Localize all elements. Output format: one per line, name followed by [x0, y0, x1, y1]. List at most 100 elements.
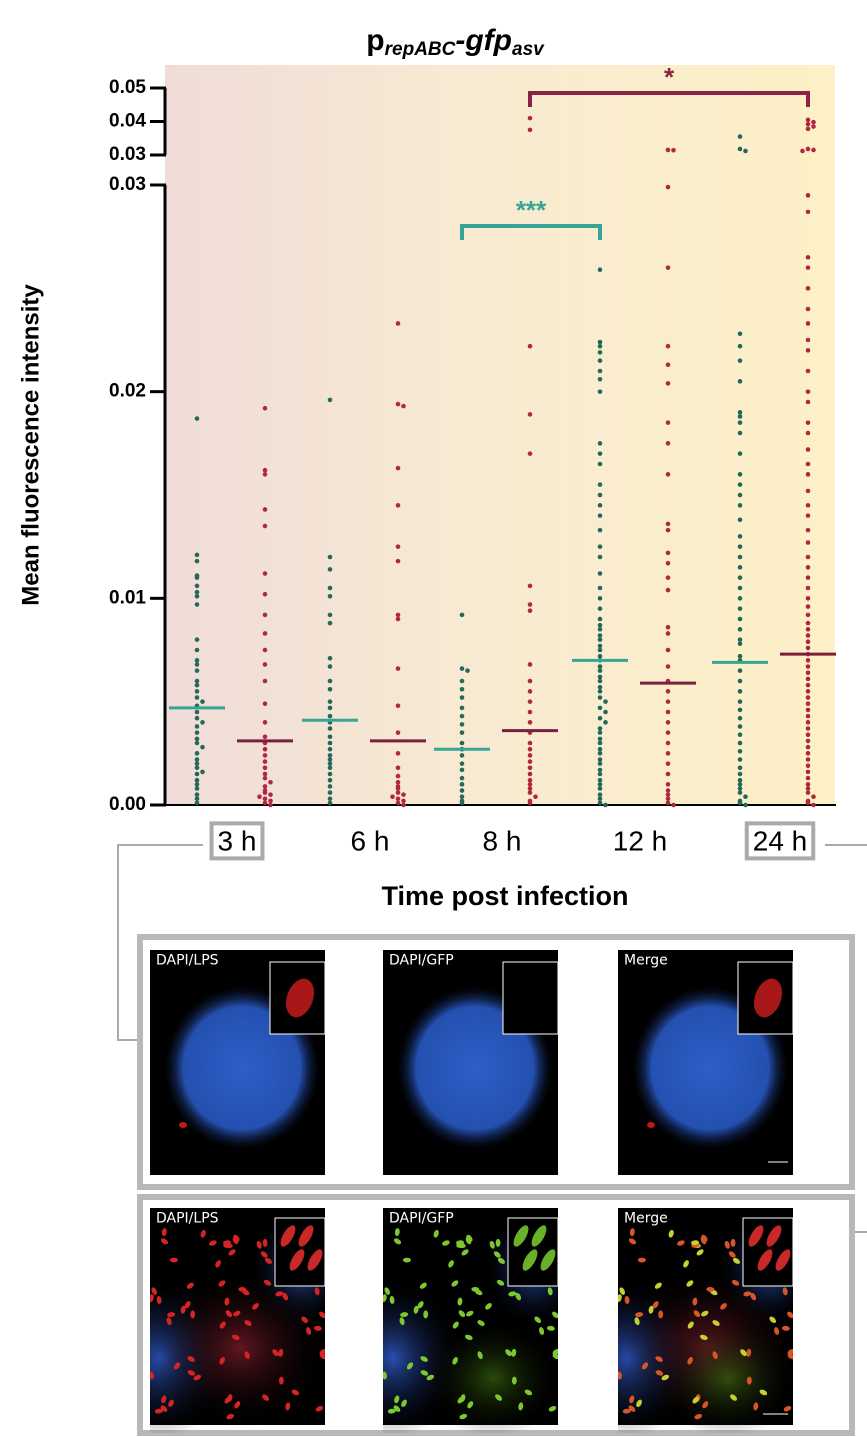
data-point: [327, 753, 333, 758]
data-point: [597, 705, 603, 711]
inset-bacterium: [531, 1225, 547, 1247]
bacterium: [180, 1305, 186, 1314]
data-point: [395, 765, 401, 771]
bacterium: [384, 1287, 390, 1295]
bacterium: [746, 1348, 752, 1357]
data-point: [194, 668, 200, 673]
bacterium: [686, 1280, 694, 1287]
data-point: [805, 306, 811, 312]
data-point: [527, 786, 533, 791]
data-point: [597, 796, 603, 802]
bacterium: [452, 1357, 458, 1365]
data-point: [805, 368, 811, 374]
data-point: [597, 622, 603, 628]
bacterium: [231, 1334, 240, 1341]
data-point: [527, 662, 533, 667]
data-point: [597, 368, 603, 374]
bacterium: [782, 1287, 788, 1296]
title-sub: repABC: [385, 39, 456, 60]
bacterium: [161, 1228, 167, 1237]
bacterium: [687, 1357, 693, 1365]
data-point: [737, 146, 743, 152]
microscopy-panels: DAPI/LPS DAPI/GFP Merge DAPI/LPS DAPI/GFP Mer…: [150, 950, 794, 1433]
bacterium: [774, 1327, 780, 1335]
data-point: [527, 765, 533, 771]
data-point: [194, 658, 200, 663]
data-point: [327, 740, 333, 746]
data-point: [805, 488, 811, 494]
data-point: [327, 765, 333, 771]
bacterium: [618, 1371, 622, 1380]
data-point: [459, 740, 465, 746]
bacterium: [471, 1286, 480, 1292]
bacterium: [306, 1327, 312, 1335]
bacterium: [787, 1353, 793, 1360]
data-point: [737, 715, 743, 721]
bacterium: [383, 1371, 387, 1380]
bacterium: [746, 1376, 752, 1385]
data-point: [262, 591, 268, 597]
data-point: [805, 596, 811, 601]
bacterium: [466, 1310, 474, 1317]
data-point: [597, 451, 603, 456]
data-point: [665, 664, 671, 669]
data-point: [597, 389, 603, 394]
data-point: [395, 786, 401, 791]
data-point: [200, 720, 205, 725]
bacterium: [730, 1238, 736, 1247]
data-point: [597, 740, 603, 746]
data-point: [805, 604, 811, 609]
bacterium: [393, 1405, 401, 1412]
data-point: [194, 682, 200, 688]
data-point: [603, 699, 608, 704]
data-point: [743, 794, 748, 800]
data-point: [737, 637, 743, 642]
micrograph: DAPI/GFP: [383, 950, 559, 1175]
bacterium: [683, 1260, 689, 1268]
bacterium: [244, 1351, 250, 1360]
data-point: [665, 521, 671, 527]
data-point: [737, 472, 743, 477]
micrograph: DAPI/GFP: [383, 1208, 559, 1433]
image-content: [150, 1208, 325, 1433]
bacterium: [624, 1295, 630, 1304]
data-point: [527, 800, 533, 806]
data-point: [805, 786, 811, 791]
bacterium: [497, 1257, 505, 1264]
bacterium: [413, 1305, 419, 1314]
data-point: [805, 420, 811, 425]
data-point: [597, 544, 603, 549]
data-point: [194, 765, 200, 771]
data-point: [805, 701, 811, 707]
data-point: [737, 748, 743, 754]
data-point: [262, 753, 268, 758]
data-point: [327, 686, 333, 692]
data-point: [395, 666, 401, 671]
data-point: [671, 802, 676, 808]
data-point: [194, 695, 200, 700]
data-point: [459, 695, 465, 700]
data-point: [262, 405, 268, 411]
data-point: [194, 647, 200, 653]
data-point: [395, 773, 401, 779]
data-point: [665, 441, 671, 446]
data-point: [737, 410, 743, 415]
inset-bacterium: [757, 1249, 773, 1271]
bacterium: [160, 1405, 168, 1412]
bacterium: [301, 1316, 309, 1324]
data-point: [459, 730, 465, 735]
data-point: [737, 358, 743, 363]
bacterium: [401, 1399, 407, 1407]
data-point: [327, 746, 333, 752]
bacterium: [783, 1405, 792, 1412]
data-point: [805, 540, 811, 545]
bacterium: [628, 1405, 636, 1412]
data-point: [459, 800, 465, 806]
data-point: [665, 800, 671, 806]
inset-bacterium: [289, 1249, 305, 1271]
data-point: [597, 761, 603, 766]
data-point: [527, 709, 533, 715]
data-point: [737, 689, 743, 694]
data-point: [194, 558, 200, 564]
bacterium: [692, 1396, 699, 1404]
